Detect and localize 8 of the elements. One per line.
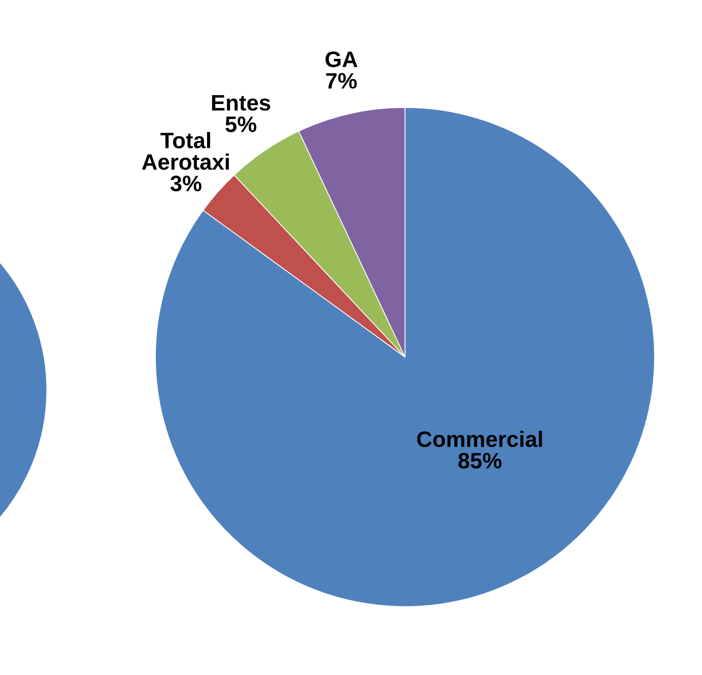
- slice-label: Commercial: [417, 430, 542, 448]
- slice-label: Total Aerotaxi: [142, 132, 229, 170]
- data-label: 3%: [170, 176, 202, 192]
- data-label: 7%: [326, 73, 357, 89]
- slice-label: GA: [326, 51, 358, 68]
- data-label: 85%: [458, 452, 502, 469]
- slice-label: Entes: [212, 95, 270, 111]
- data-label: 5%: [225, 116, 256, 132]
